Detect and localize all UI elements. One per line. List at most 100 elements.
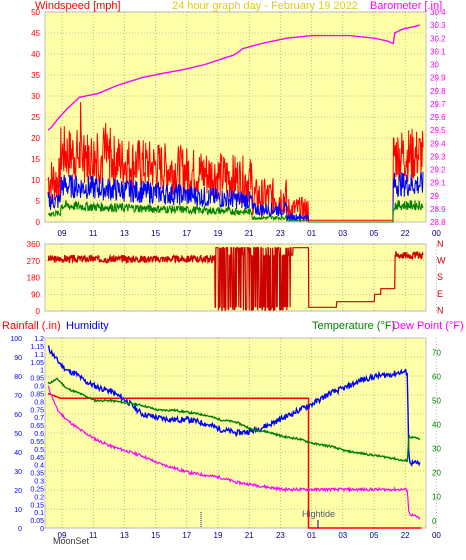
rain-y-tick-label: 0.9 [34, 384, 44, 391]
baro-y-tick-label: 29.7 [430, 100, 446, 109]
compass-label: E [437, 289, 443, 299]
barometer-title: Barometer [.in] [370, 0, 443, 12]
x-tick-label-bottom: 13 [120, 531, 129, 540]
humidity-y-tick-label: 90 [14, 355, 22, 362]
wind-title: Windspeed [mph] [35, 0, 121, 12]
rain-y-tick-label: 0.1 [34, 510, 44, 517]
x-tick-label-top: 03 [338, 229, 347, 238]
humidity-y-tick-label: 10 [14, 507, 22, 514]
x-tick-label-bottom: 11 [89, 531, 98, 540]
rain-y-tick-label: 0.35 [30, 471, 44, 478]
baro-y-tick-label: 29.2 [430, 166, 446, 175]
humidity-y-tick-label: 60 [14, 412, 22, 419]
x-tick-label-bottom: 01 [307, 531, 316, 540]
wind-y-tick-label: 25 [31, 113, 40, 122]
rain-y-tick-label: 1.15 [30, 344, 44, 351]
baro-y-tick-label: 30.1 [430, 47, 446, 56]
rain-y-tick-label: 0.45 [30, 455, 44, 462]
wind-gust-line [47, 102, 424, 223]
rain-y-tick-label: 1 [40, 368, 44, 375]
chart-marks [47, 24, 424, 529]
baro-y-tick-label: 29.9 [430, 74, 446, 83]
graph-title: 24 hour graph day - February 19 2022 [172, 0, 358, 12]
x-tick-label-bottom: 22 [401, 531, 410, 540]
temp-y-tick-label: 50 [432, 397, 441, 406]
wind-y-tick-label: 15 [31, 155, 40, 164]
axis-labels: 0909111113131515171719192121232301010303… [10, 8, 446, 540]
baro-y-tick-label: 29.1 [430, 179, 446, 188]
x-tick-label-top: 05 [370, 229, 379, 238]
humidity-y-tick-label: 20 [14, 488, 22, 495]
wind-y-tick-label: 45 [31, 29, 40, 38]
x-tick-label-bottom: 19 [214, 531, 223, 540]
x-tick-label-bottom: 17 [182, 531, 191, 540]
rain-y-tick-label: 1.1 [34, 352, 44, 359]
temp-y-tick-label: 20 [432, 469, 441, 478]
x-tick-label-bottom: 03 [338, 531, 347, 540]
rain-y-tick-label: 0.05 [30, 518, 44, 525]
humidity-y-tick-label: 80 [14, 374, 22, 381]
direction-y-tick-label: 0 [36, 307, 41, 316]
x-tick-label-bottom: 00 [432, 531, 441, 540]
baro-y-tick-label: 28.9 [430, 205, 446, 214]
rain-y-tick-label: 0.65 [30, 423, 44, 430]
rain-y-tick-label: 1.05 [30, 360, 44, 367]
direction-y-tick-label: 360 [27, 240, 41, 249]
compass-label: N [437, 239, 444, 249]
x-tick-label-top: 09 [58, 229, 67, 238]
humidity-title: Humidity [66, 320, 109, 332]
rain-y-tick-label: 0.8 [34, 399, 44, 406]
rain-y-tick-label: 0.55 [30, 439, 44, 446]
baro-y-tick-label: 29 [430, 192, 439, 201]
x-tick-label-top: 17 [182, 229, 191, 238]
temp-y-tick-label: 30 [432, 445, 441, 454]
baro-y-tick-label: 30.3 [430, 21, 446, 30]
rain-y-tick-label: 0 [40, 526, 44, 533]
humidity-y-tick-label: 0 [18, 526, 22, 533]
rain-y-tick-label: 0.6 [34, 431, 44, 438]
wind-y-tick-label: 40 [31, 50, 40, 59]
wind-y-tick-label: 35 [31, 71, 40, 80]
x-tick-label-bottom: 05 [370, 531, 379, 540]
rain-y-tick-label: 0.7 [34, 415, 44, 422]
direction-y-tick-label: 90 [31, 290, 40, 299]
wind-low-line [47, 199, 424, 223]
x-tick-label-top: 23 [276, 229, 285, 238]
baro-y-tick-label: 29.6 [430, 113, 446, 122]
x-tick-label-top: 01 [307, 229, 316, 238]
hightide-marker-label: Hightide [302, 509, 336, 519]
baro-y-tick-label: 28.8 [430, 218, 446, 227]
rain-y-tick-label: 0.4 [34, 463, 44, 470]
baro-y-tick-label: 29.8 [430, 87, 446, 96]
rain-y-tick-label: 0.15 [30, 502, 44, 509]
temperature-line [47, 377, 421, 463]
x-tick-label-top: 11 [89, 229, 98, 238]
wind-y-tick-label: 20 [31, 134, 40, 143]
x-tick-label-top: 13 [120, 229, 129, 238]
x-tick-label-bottom: 09 [58, 531, 67, 540]
rain-y-tick-label: 0.5 [34, 447, 44, 454]
wind-y-tick-label: 0 [36, 218, 41, 227]
rain-y-tick-label: 0.75 [30, 407, 44, 414]
moonset-marker-label: MoonSet [53, 536, 90, 546]
baro-y-tick-label: 29.4 [430, 139, 446, 148]
dewpoint-title: Dew Point (°F) [392, 320, 464, 332]
temp-y-tick-label: 70 [432, 348, 441, 357]
compass-label: S [437, 272, 443, 282]
x-tick-label-bottom: 15 [151, 531, 160, 540]
rain-y-tick-label: 0.3 [34, 479, 44, 486]
rain-y-tick-label: 0.2 [34, 494, 44, 501]
direction-line [47, 247, 424, 311]
rain-y-tick-label: 1.2 [34, 336, 44, 343]
temp-y-tick-label: 10 [432, 493, 441, 502]
dewpoint-line [47, 385, 421, 520]
compass-label: W [437, 256, 446, 266]
x-tick-label-top: 22 [401, 229, 410, 238]
temp-y-tick-label: 40 [432, 421, 441, 430]
baro-y-tick-label: 30.4 [430, 8, 446, 17]
humidity-y-tick-label: 40 [14, 450, 22, 457]
temp-y-tick-label: 0 [432, 517, 437, 526]
direction-y-tick-label: 270 [27, 257, 41, 266]
